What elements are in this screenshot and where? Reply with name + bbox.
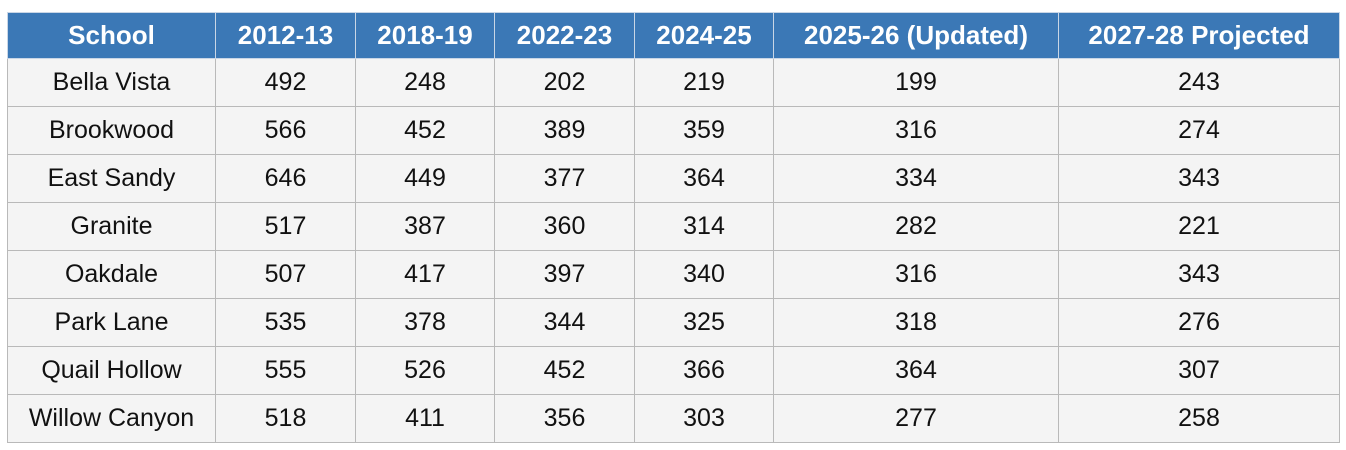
value-cell: 646 bbox=[215, 154, 356, 203]
value-cell: 377 bbox=[494, 154, 635, 203]
school-cell: East Sandy bbox=[7, 154, 216, 203]
school-cell: Brookwood bbox=[7, 106, 216, 155]
school-cell: Willow Canyon bbox=[7, 394, 216, 443]
enrollment-table: School 2012-13 2018-19 2022-23 2024-25 2025-2… bbox=[7, 12, 1340, 443]
header-cell: 2018-19 bbox=[355, 12, 495, 59]
value-cell: 364 bbox=[773, 346, 1059, 395]
header-cell: 2025-26 (Updated) bbox=[773, 12, 1059, 59]
school-cell: Granite bbox=[7, 202, 216, 251]
value-cell: 248 bbox=[355, 58, 495, 107]
value-cell: 526 bbox=[355, 346, 495, 395]
value-cell: 535 bbox=[215, 298, 356, 347]
value-cell: 360 bbox=[494, 202, 635, 251]
value-cell: 359 bbox=[634, 106, 774, 155]
value-cell: 221 bbox=[1058, 202, 1340, 251]
value-cell: 343 bbox=[1058, 154, 1340, 203]
value-cell: 518 bbox=[215, 394, 356, 443]
value-cell: 219 bbox=[634, 58, 774, 107]
value-cell: 364 bbox=[634, 154, 774, 203]
header-cell: 2027-28 Projected bbox=[1058, 12, 1340, 59]
table-row: Willow Canyon 518 411 356 303 277 258 bbox=[7, 394, 1340, 443]
header-cell: School bbox=[7, 12, 216, 59]
value-cell: 387 bbox=[355, 202, 495, 251]
value-cell: 397 bbox=[494, 250, 635, 299]
value-cell: 389 bbox=[494, 106, 635, 155]
value-cell: 325 bbox=[634, 298, 774, 347]
value-cell: 452 bbox=[494, 346, 635, 395]
value-cell: 555 bbox=[215, 346, 356, 395]
value-cell: 344 bbox=[494, 298, 635, 347]
value-cell: 378 bbox=[355, 298, 495, 347]
value-cell: 507 bbox=[215, 250, 356, 299]
value-cell: 566 bbox=[215, 106, 356, 155]
value-cell: 258 bbox=[1058, 394, 1340, 443]
value-cell: 417 bbox=[355, 250, 495, 299]
value-cell: 202 bbox=[494, 58, 635, 107]
table-row: Park Lane 535 378 344 325 318 276 bbox=[7, 298, 1340, 347]
value-cell: 356 bbox=[494, 394, 635, 443]
school-cell: Oakdale bbox=[7, 250, 216, 299]
value-cell: 316 bbox=[773, 250, 1059, 299]
value-cell: 274 bbox=[1058, 106, 1340, 155]
table-row: Bella Vista 492 248 202 219 199 243 bbox=[7, 58, 1340, 107]
table-row: Quail Hollow 555 526 452 366 364 307 bbox=[7, 346, 1340, 395]
school-cell: Park Lane bbox=[7, 298, 216, 347]
value-cell: 517 bbox=[215, 202, 356, 251]
table-row: Granite 517 387 360 314 282 221 bbox=[7, 202, 1340, 251]
value-cell: 316 bbox=[773, 106, 1059, 155]
value-cell: 277 bbox=[773, 394, 1059, 443]
school-cell: Quail Hollow bbox=[7, 346, 216, 395]
value-cell: 492 bbox=[215, 58, 356, 107]
header-cell: 2022-23 bbox=[494, 12, 635, 59]
value-cell: 318 bbox=[773, 298, 1059, 347]
value-cell: 343 bbox=[1058, 250, 1340, 299]
value-cell: 199 bbox=[773, 58, 1059, 107]
value-cell: 452 bbox=[355, 106, 495, 155]
value-cell: 243 bbox=[1058, 58, 1340, 107]
value-cell: 276 bbox=[1058, 298, 1340, 347]
table-row: Oakdale 507 417 397 340 316 343 bbox=[7, 250, 1340, 299]
table-container: School 2012-13 2018-19 2022-23 2024-25 2025-2… bbox=[7, 12, 1340, 443]
table-body: Bella Vista 492 248 202 219 199 243 Brookwood 56… bbox=[7, 58, 1340, 443]
value-cell: 307 bbox=[1058, 346, 1340, 395]
header-cell: 2012-13 bbox=[215, 12, 356, 59]
table-row: Brookwood 566 452 389 359 316 274 bbox=[7, 106, 1340, 155]
header-row: School 2012-13 2018-19 2022-23 2024-25 2025-2… bbox=[7, 12, 1340, 59]
value-cell: 303 bbox=[634, 394, 774, 443]
value-cell: 314 bbox=[634, 202, 774, 251]
value-cell: 411 bbox=[355, 394, 495, 443]
value-cell: 366 bbox=[634, 346, 774, 395]
value-cell: 334 bbox=[773, 154, 1059, 203]
table-row: East Sandy 646 449 377 364 334 343 bbox=[7, 154, 1340, 203]
value-cell: 340 bbox=[634, 250, 774, 299]
value-cell: 449 bbox=[355, 154, 495, 203]
value-cell: 282 bbox=[773, 202, 1059, 251]
header-cell: 2024-25 bbox=[634, 12, 774, 59]
school-cell: Bella Vista bbox=[7, 58, 216, 107]
